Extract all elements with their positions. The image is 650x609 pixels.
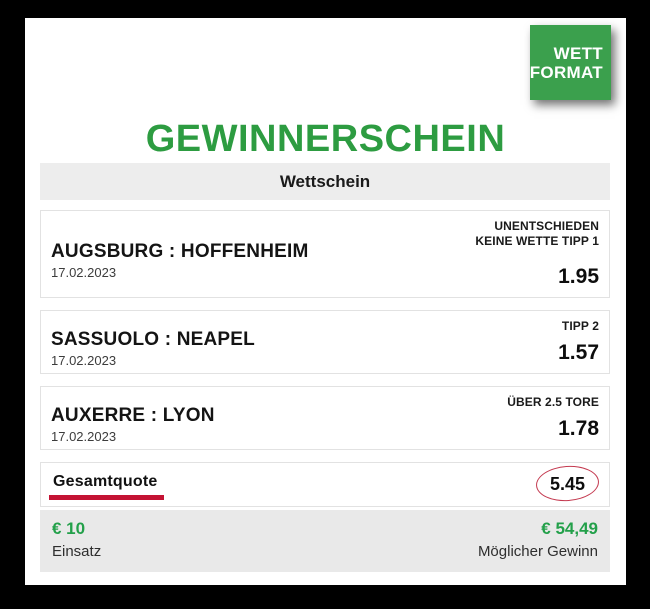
odds-value: 1.78 [558,417,599,440]
stake-summary-bar: € 10 Einsatz € 54,49 Möglicher Gewinn [40,510,610,572]
match-name: AUGSBURG : HOFFENHEIM [51,240,309,262]
wettformat-logo-badge: WETT FORMAT [530,25,611,100]
match-name: AUXERRE : LYON [51,404,215,426]
possible-win-label: Möglicher Gewinn [477,543,598,560]
bet-selection: TIPP 2 1.57 [558,319,599,365]
market-label: ÜBER 2.5 TORE [507,395,599,409]
match-date: 17.02.2023 [51,428,117,444]
badge-line-1: WETT [553,43,603,63]
slip-content: Wettschein AUGSBURG : HOFFENHEIM 17.02.2… [40,163,610,572]
odds-value: 1.57 [558,341,599,364]
betting-slip-sheet: GEWINNERSCHEIN Wettschein AUGSBURG : HOF… [25,18,626,585]
badge-line-2: FORMAT [529,62,603,82]
red-underline-decoration [49,494,165,500]
market-label: UNENTSCHIEDEN KEINE WETTE TIPP 1 [475,219,599,248]
slip-header: Wettschein [40,163,610,200]
bet-selection: UNENTSCHIEDEN KEINE WETTE TIPP 1 1.95 [467,219,599,289]
possible-win-amount: € 54,49 [541,519,598,538]
bet-info: SASSUOLO : NEAPEL 17.02.2023 [51,329,255,368]
match-date: 17.02.2023 [51,264,117,280]
red-circle-decoration [534,463,601,504]
stake-amount: € 10 [52,519,86,538]
page-title: GEWINNERSCHEIN [145,118,506,160]
total-odds-row: Gesamtquote 5.45 [40,462,610,507]
bet-selection: ÜBER 2.5 TORE 1.78 [507,395,599,441]
possible-win-column: € 54,49 Möglicher Gewinn [478,519,598,563]
stake-label: Einsatz [52,543,102,560]
bet-info: AUXERRE : LYON 17.02.2023 [51,405,215,444]
market-label: TIPP 2 [561,319,599,333]
bet-info: AUGSBURG : HOFFENHEIM 17.02.2023 [51,241,309,280]
total-odds-value: 5.45 [534,463,601,504]
total-odds-value-text: 5.45 [549,474,585,494]
stake-column: € 10 Einsatz [52,519,101,563]
total-odds-label: Gesamtquote [49,472,165,500]
bet-row: AUXERRE : LYON 17.02.2023 ÜBER 2.5 TORE … [40,386,610,450]
odds-value: 1.95 [558,265,599,288]
bet-row: AUGSBURG : HOFFENHEIM 17.02.2023 UNENTSC… [40,210,610,298]
match-name: SASSUOLO : NEAPEL [51,328,255,350]
match-date: 17.02.2023 [51,352,117,368]
total-odds-label-text: Gesamtquote [53,472,158,490]
bet-row: SASSUOLO : NEAPEL 17.02.2023 TIPP 2 1.57 [40,310,610,374]
